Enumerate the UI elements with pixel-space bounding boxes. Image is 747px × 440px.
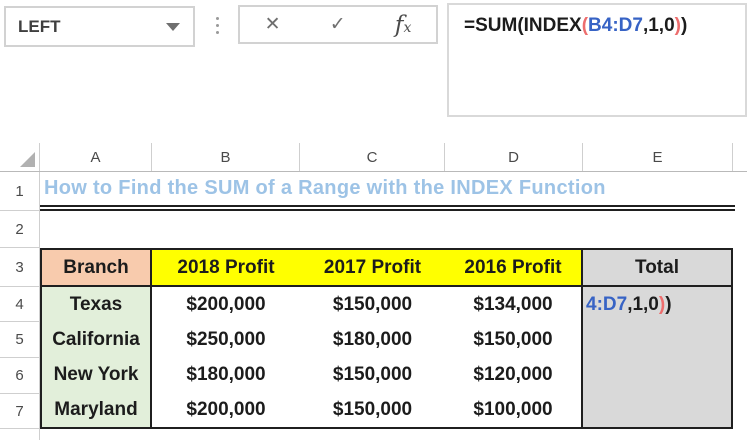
e4-token-args: ,1,0 [627, 293, 659, 315]
e4-token-close-paren: ) [658, 293, 666, 315]
cell-d7[interactable]: $100,000 [473, 398, 553, 420]
name-box-value: LEFT [18, 16, 61, 36]
column-header-a[interactable]: A [40, 143, 152, 171]
formula-bar-buttons: ✕ ✓ fx [238, 5, 438, 44]
row-header-3[interactable]: 3 [0, 248, 39, 287]
row-header-5[interactable]: 5 [0, 322, 39, 358]
cell-e4-formula-overflow[interactable]: 4:D7,1,0)) [583, 287, 731, 322]
cell-branch-maryland[interactable]: Maryland [54, 398, 138, 420]
cell-2018-profit-header[interactable]: 2018 Profit [177, 256, 275, 278]
e4-token-outer-paren: ) [665, 293, 672, 315]
profit-header-band: 2018 Profit 2017 Profit 2016 Profit [152, 248, 583, 287]
column-header-c[interactable]: C [300, 143, 445, 171]
column-header-filler [733, 143, 747, 171]
row-header-2[interactable]: 2 [0, 211, 39, 248]
chevron-down-icon[interactable] [166, 22, 180, 31]
cell-branch-california[interactable]: California [52, 328, 140, 350]
row-header-column: 1 2 3 4 5 6 7 [0, 172, 40, 440]
branch-column-block: Texas California New York Maryland [40, 287, 152, 429]
enter-check-icon[interactable]: ✓ [329, 14, 346, 35]
cell-2017-profit-header[interactable]: 2017 Profit [323, 256, 422, 278]
cell-c7[interactable]: $150,000 [332, 398, 413, 420]
column-header-d[interactable]: D [445, 143, 583, 171]
row-header-6[interactable]: 6 [0, 358, 39, 394]
formula-bar-separator-dots [216, 17, 219, 34]
cell-branch-new-york[interactable]: New York [53, 363, 139, 385]
cell-d5[interactable]: $150,000 [473, 328, 553, 350]
column-header-row: A B C D E [0, 143, 747, 172]
row-header-7[interactable]: 7 [0, 394, 39, 429]
cell-total-header[interactable]: Total [583, 248, 733, 287]
formula-token-close-paren: ) [674, 15, 681, 36]
cell-d4[interactable]: $134,000 [473, 293, 553, 315]
profit-values-block: $200,000 $150,000 $134,000 $250,000 $180… [152, 287, 583, 429]
row-header-1[interactable]: 1 [0, 172, 39, 211]
row-header-4[interactable]: 4 [0, 287, 39, 322]
formula-input[interactable]: =SUM(INDEX(B4:D7,1,0)) [447, 3, 747, 117]
cell-d6[interactable]: $120,000 [473, 363, 553, 385]
cell-b7[interactable]: $200,000 [186, 398, 266, 420]
cell-2016-profit-header[interactable]: 2016 Profit [464, 256, 562, 278]
cell-branch-header[interactable]: Branch [40, 248, 152, 287]
cell-b6[interactable]: $180,000 [186, 363, 266, 385]
column-header-e[interactable]: E [583, 143, 733, 171]
cancel-x-icon[interactable]: ✕ [264, 14, 281, 35]
cell-c6[interactable]: $150,000 [332, 363, 413, 385]
cell-b4[interactable]: $200,000 [186, 293, 266, 315]
cell-c5[interactable]: $180,000 [332, 328, 413, 350]
column-header-b[interactable]: B [152, 143, 300, 171]
select-all-triangle-icon [20, 152, 35, 167]
formula-token-range: B4:D7 [588, 15, 643, 36]
select-all-corner[interactable] [0, 143, 40, 171]
cell-b5[interactable]: $250,000 [186, 328, 266, 350]
formula-token-head: =SUM(INDEX [464, 15, 582, 36]
cell-branch-texas[interactable]: Texas [69, 293, 123, 315]
formula-token-args: ,1,0 [642, 15, 675, 36]
title-cell[interactable]: How to Find the SUM of a Range with the … [40, 172, 735, 211]
formula-token-outer-paren: ) [680, 15, 688, 36]
insert-function-fx-icon[interactable]: fx [394, 11, 412, 38]
cell-c4[interactable]: $150,000 [332, 293, 413, 315]
name-box[interactable]: LEFT [4, 6, 195, 47]
formula-token-open-paren: ( [581, 15, 589, 36]
e4-token-range-tail: 4:D7 [586, 293, 628, 315]
total-column-block: 4:D7,1,0)) [583, 287, 733, 429]
